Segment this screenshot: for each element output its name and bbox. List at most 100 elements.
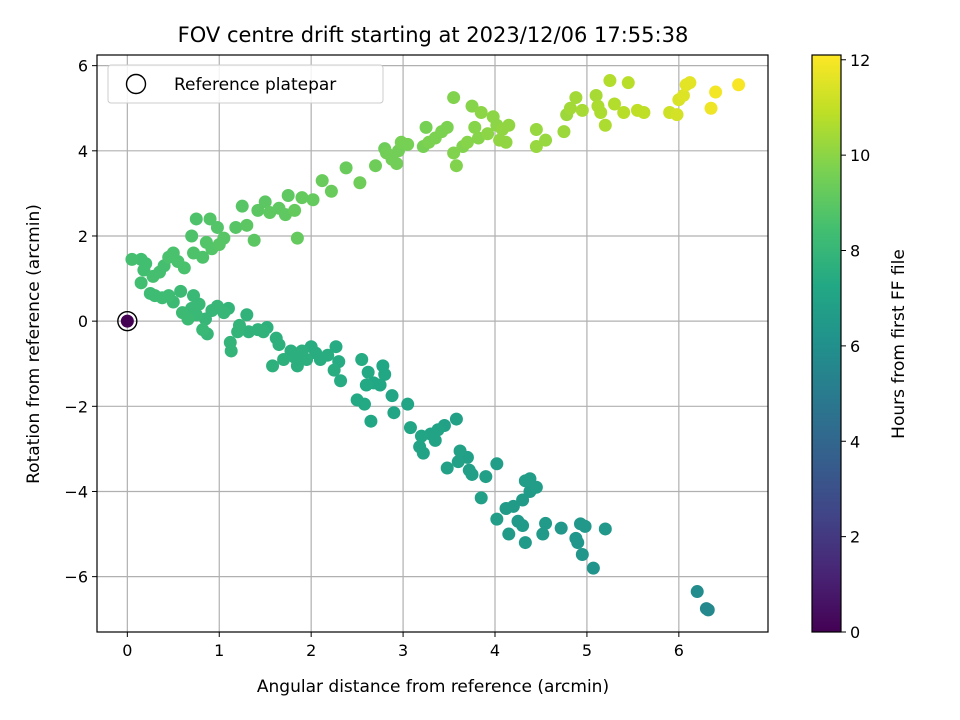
reference-data-point (120, 314, 134, 328)
data-point (701, 603, 715, 617)
x-tick-label: 1 (214, 641, 224, 660)
legend-marker-open-circle (125, 73, 147, 95)
data-point (403, 421, 417, 435)
data-point (451, 455, 465, 469)
data-point (353, 176, 367, 190)
data-point (327, 363, 341, 377)
data-point (683, 76, 697, 90)
y-axis-label: Rotation from reference (arcmin) (24, 204, 44, 484)
data-point (506, 499, 520, 513)
data-point (529, 123, 543, 137)
data-point (462, 463, 476, 477)
data-point (474, 491, 488, 505)
data-point (175, 306, 189, 320)
reference-platepar-marker (117, 310, 138, 332)
data-point (235, 199, 249, 213)
y-tick-label: 2 (78, 227, 88, 246)
data-point (589, 88, 603, 102)
colorbar-tick-label: 0 (850, 623, 860, 642)
data-point (557, 125, 571, 139)
data-point (350, 393, 364, 407)
data-point (401, 137, 415, 151)
x-tick-label: 3 (398, 641, 408, 660)
data-point (598, 522, 612, 536)
data-point (258, 195, 272, 209)
data-point (196, 250, 210, 264)
colorbar-tick-label: 4 (850, 432, 860, 451)
data-point (134, 276, 148, 290)
data-point (704, 101, 718, 115)
data-point (607, 97, 621, 111)
data-point (281, 189, 295, 203)
data-point (284, 344, 298, 358)
colorbar-label: Hours from first FF file (889, 249, 909, 439)
data-point (364, 414, 378, 428)
x-axis-label: Angular distance from reference (arcmin) (257, 677, 609, 697)
data-point (174, 284, 188, 298)
data-point (134, 252, 148, 266)
data-point (621, 76, 635, 90)
plot-frame (96, 54, 769, 633)
data-point (223, 335, 237, 349)
data-point (210, 220, 224, 234)
colorbar-tick-label: 10 (850, 146, 870, 165)
data-point (355, 352, 369, 366)
data-point (387, 406, 401, 420)
colorbar-tick-label: 12 (850, 51, 870, 70)
data-point (295, 191, 309, 205)
colorbar-gradient (812, 55, 841, 632)
data-point (474, 105, 488, 119)
data-point (490, 457, 504, 471)
data-point (414, 429, 428, 443)
y-tick-label: −6 (64, 568, 88, 587)
data-point (511, 514, 525, 528)
colorbar-frame (811, 54, 842, 633)
y-tick-label: 0 (78, 312, 88, 331)
data-point (419, 120, 433, 134)
data-point (196, 323, 210, 337)
colorbar-ticks: 0 2 4 6 8 10 12 (841, 51, 870, 642)
data-point (440, 120, 454, 134)
x-tick-label: 5 (582, 641, 592, 660)
data-point (290, 231, 304, 245)
data-point (617, 105, 631, 119)
data-point (447, 91, 461, 105)
data-point (499, 135, 513, 149)
data-point (594, 105, 608, 119)
legend-box (107, 64, 384, 104)
data-point (185, 229, 199, 243)
data-point (247, 233, 261, 247)
data-point (536, 527, 550, 541)
legend-label-reference: Reference platepar (174, 75, 336, 95)
data-point (569, 91, 583, 105)
data-point (502, 118, 516, 132)
colorbar-tick-label: 2 (850, 528, 860, 547)
data-point (449, 159, 463, 173)
data-point (329, 340, 343, 354)
data-points (117, 74, 746, 617)
data-point (361, 365, 375, 379)
data-point (670, 108, 684, 122)
data-point (569, 531, 583, 545)
data-point (676, 88, 690, 102)
legend: Reference platepar (107, 64, 384, 104)
data-point (575, 103, 589, 117)
y-tick-label: −4 (64, 482, 88, 501)
data-point (490, 512, 504, 526)
data-point (369, 159, 383, 173)
data-point (637, 105, 651, 119)
data-point (479, 470, 493, 484)
data-point (266, 359, 280, 373)
data-point (203, 212, 217, 226)
data-point (603, 74, 617, 88)
data-point (315, 174, 329, 188)
data-point (413, 440, 427, 454)
data-point (460, 135, 474, 149)
data-point (125, 252, 139, 266)
data-point (529, 140, 543, 154)
data-point (359, 378, 373, 392)
data-point (447, 146, 461, 160)
data-point (240, 218, 254, 232)
x-tick-label: 0 (122, 641, 132, 660)
data-point (453, 444, 467, 458)
